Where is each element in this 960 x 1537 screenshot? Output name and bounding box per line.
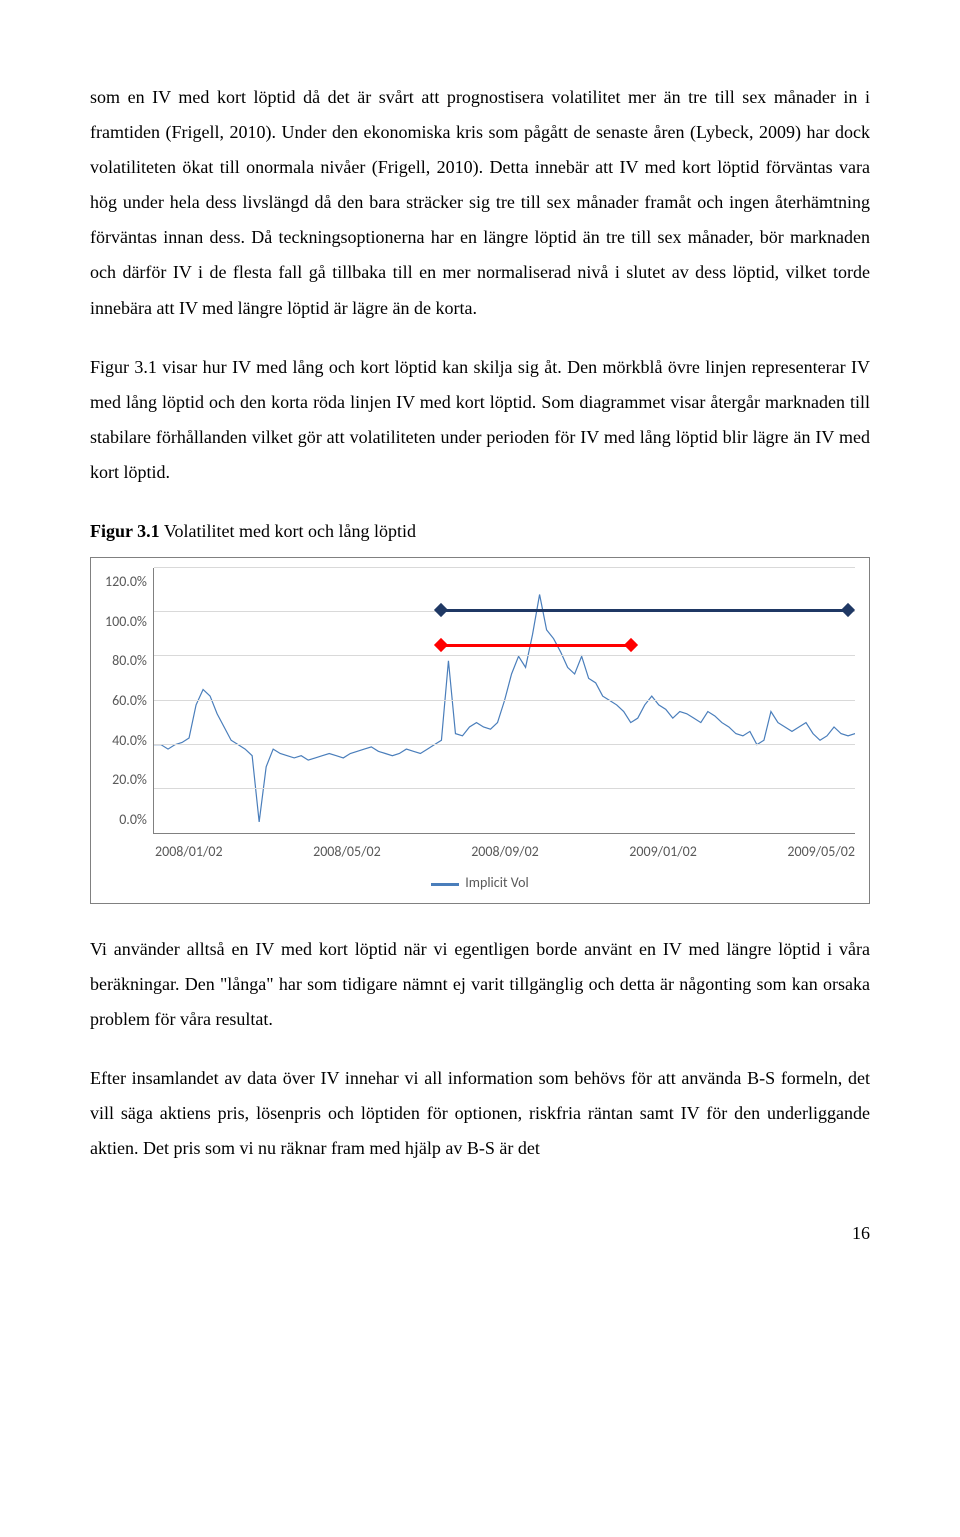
short-maturity-line	[441, 644, 630, 647]
x-axis-labels: 2008/01/02 2008/05/02 2008/09/02 2009/01/02…	[105, 834, 855, 865]
legend-swatch	[431, 883, 459, 886]
y-tick-label: 0.0%	[105, 806, 147, 833]
paragraph-3: Vi använder alltså en IV med kort löptid…	[90, 932, 870, 1037]
volatility-chart: 120.0% 100.0% 80.0% 60.0% 40.0% 20.0% 0.0% 200…	[90, 557, 870, 904]
gridline	[154, 700, 855, 701]
legend-label: Implicit Vol	[465, 874, 528, 891]
x-tick-label: 2008/09/02	[471, 838, 539, 865]
x-tick-label: 2008/01/02	[155, 838, 223, 865]
figure-caption-bold: Figur 3.1	[90, 521, 160, 541]
gridline	[154, 567, 855, 568]
y-tick-label: 20.0%	[105, 766, 147, 793]
paragraph-2: Figur 3.1 visar hur IV med lång och kort…	[90, 350, 870, 490]
y-tick-label: 80.0%	[105, 647, 147, 674]
y-tick-label: 120.0%	[105, 568, 147, 595]
y-tick-label: 60.0%	[105, 687, 147, 714]
gridline	[154, 655, 855, 656]
gridline	[154, 788, 855, 789]
x-tick-label: 2009/01/02	[629, 838, 697, 865]
figure-caption-text: Volatilitet med kort och lång löptid	[160, 521, 416, 541]
x-tick-label: 2009/05/02	[787, 838, 855, 865]
y-tick-label: 40.0%	[105, 727, 147, 754]
y-tick-label: 100.0%	[105, 608, 147, 635]
paragraph-4: Efter insamlandet av data över IV inneha…	[90, 1061, 870, 1166]
long-maturity-line	[441, 609, 848, 612]
gridline	[154, 744, 855, 745]
y-axis-labels: 120.0% 100.0% 80.0% 60.0% 40.0% 20.0% 0.0%	[105, 568, 153, 833]
x-tick-label: 2008/05/02	[313, 838, 381, 865]
page-number: 16	[90, 1216, 870, 1251]
plot-area	[153, 568, 855, 834]
figure-caption: Figur 3.1 Volatilitet med kort och lång …	[90, 514, 870, 549]
paragraph-1: som en IV med kort löptid då det är svår…	[90, 80, 870, 326]
chart-legend: Implicit Vol	[105, 865, 855, 896]
